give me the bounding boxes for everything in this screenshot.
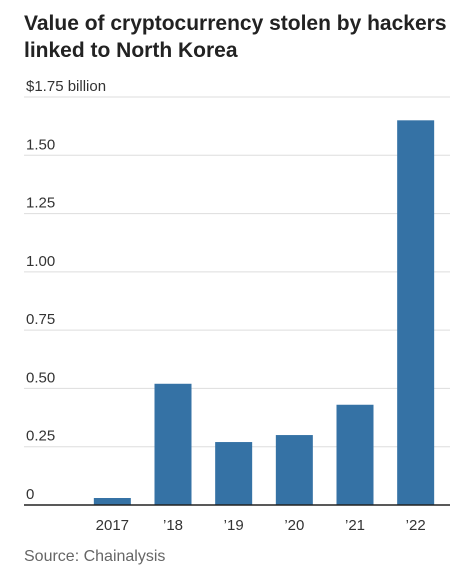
source-note: Source: Chainalysis	[24, 548, 166, 565]
y-axis-tick-labels: 0 0.25 0.50 0.75 1.00 1.25 1.50 $1.75 billion	[26, 78, 106, 503]
y-tick-label: 1.50	[26, 136, 55, 153]
bar	[93, 498, 131, 505]
bar	[275, 435, 313, 505]
x-tick-label: ’22	[406, 517, 426, 534]
x-tick-label: ’18	[163, 517, 183, 534]
y-tick-label: 1.00	[26, 253, 55, 270]
y-tick-label: 0	[26, 486, 34, 503]
bar	[336, 404, 374, 505]
bars	[93, 120, 435, 506]
y-tick-label: $1.75 billion	[26, 78, 106, 95]
y-tick-label: 0.75	[26, 311, 55, 328]
chart-title: Value of cryptocurrency stolen by hacker…	[24, 12, 447, 62]
x-tick-label: ’20	[284, 517, 304, 534]
grid-lines	[24, 96, 450, 448]
bar	[154, 383, 192, 505]
y-tick-label: 0.25	[26, 428, 55, 445]
y-tick-label: 0.50	[26, 369, 55, 386]
x-tick-label: 2017	[96, 517, 129, 534]
x-tick-label: ’19	[224, 517, 244, 534]
bar	[215, 442, 253, 505]
x-tick-label: ’21	[345, 517, 365, 534]
x-axis-tick-labels: 2017 ’18 ’19 ’20 ’21 ’22	[96, 517, 426, 534]
y-tick-label: 1.25	[26, 195, 55, 212]
bar	[397, 120, 435, 506]
